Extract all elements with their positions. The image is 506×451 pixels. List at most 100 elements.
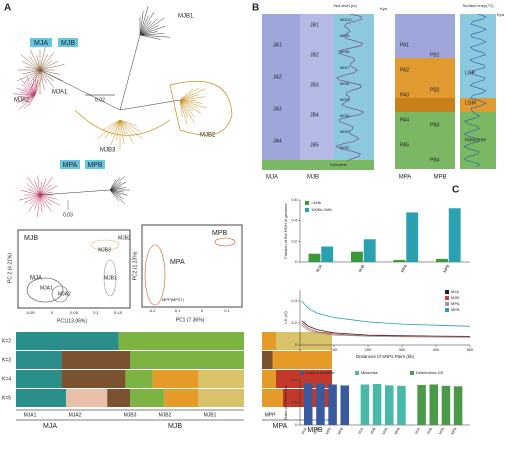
label: PC1 (7.36%) xyxy=(176,317,205,323)
stroke xyxy=(34,79,39,96)
block xyxy=(460,112,496,169)
label: Kya xyxy=(380,6,388,11)
x-tick-label: MJB xyxy=(370,426,377,435)
admixture xyxy=(125,370,153,388)
admixture xyxy=(61,370,126,388)
stroke xyxy=(34,194,41,210)
y-tick-label: 0 xyxy=(295,342,298,347)
label: PC1(13.06%) xyxy=(57,318,87,324)
stroke xyxy=(119,119,125,144)
x-tick-label: MPA xyxy=(382,426,389,435)
block xyxy=(395,112,455,169)
x-tick-label: MPB xyxy=(442,263,451,273)
stroke xyxy=(29,194,41,204)
stroke xyxy=(37,194,41,217)
stroke xyxy=(119,119,137,127)
stroke xyxy=(16,94,36,104)
label: PA3 xyxy=(400,92,409,98)
stroke xyxy=(39,184,52,196)
label: MJB3 xyxy=(124,412,137,418)
label: MJA xyxy=(266,175,278,181)
stroke xyxy=(30,69,41,82)
label: MIS8 xyxy=(340,49,350,54)
stroke xyxy=(34,76,43,96)
label: MJA1 xyxy=(52,90,68,96)
x-tick-label: 0 xyxy=(299,347,302,352)
stroke xyxy=(116,119,121,141)
x-tick-label: MJA xyxy=(315,263,323,273)
tick-label: 0.1 xyxy=(224,308,230,313)
y-tick-label: 0 xyxy=(295,259,298,264)
stroke xyxy=(39,54,48,71)
bar xyxy=(448,208,461,262)
stroke xyxy=(39,191,53,196)
label: PC2 (1.23%) xyxy=(132,251,138,280)
stroke xyxy=(96,119,121,140)
stroke xyxy=(179,99,193,112)
legend-label: Loss of function xyxy=(306,370,334,375)
label: K=4 xyxy=(2,376,11,382)
line xyxy=(301,320,471,337)
bar xyxy=(441,385,451,425)
label: Surface temp(°C) xyxy=(463,3,495,8)
stroke xyxy=(39,194,60,206)
stroke xyxy=(139,31,158,36)
cluster xyxy=(103,259,117,297)
stroke xyxy=(109,189,124,193)
label: JB5 xyxy=(310,142,319,148)
stroke xyxy=(39,178,47,196)
admixture xyxy=(16,389,67,407)
stroke xyxy=(28,194,41,212)
y-tick-label: 0 xyxy=(295,422,298,427)
block xyxy=(334,14,374,170)
label: MJA xyxy=(43,423,57,430)
label: MPA xyxy=(170,259,185,266)
bar xyxy=(372,384,382,425)
stroke xyxy=(179,99,203,104)
admixture xyxy=(164,389,199,407)
x-tick-label: MPB xyxy=(337,426,345,435)
legend-swatch xyxy=(445,308,449,312)
stroke xyxy=(139,33,164,36)
bar xyxy=(429,384,439,425)
stroke xyxy=(109,181,122,191)
stroke xyxy=(179,89,194,101)
label: Holocene xyxy=(465,137,486,143)
legend-label: MPB xyxy=(451,307,460,312)
label: MJA2 xyxy=(69,412,82,418)
stroke xyxy=(28,56,41,71)
bar xyxy=(316,383,325,425)
label: LD (r2) xyxy=(283,311,288,324)
clade-outline xyxy=(74,109,171,136)
stroke xyxy=(179,94,199,101)
x-tick-label: MJB xyxy=(426,426,433,435)
label: LGP xyxy=(465,70,476,76)
tick-label: 0 xyxy=(51,310,54,315)
sea-level-curve xyxy=(335,13,365,162)
admixture xyxy=(276,332,332,350)
cluster xyxy=(214,237,236,247)
label: JB1 xyxy=(310,22,319,28)
panel-label: A xyxy=(4,3,11,14)
label: MJB3 xyxy=(98,247,111,253)
label: LGM xyxy=(465,100,476,106)
legend-swatch xyxy=(305,201,309,205)
legend-label: Deleterious-GS xyxy=(416,370,444,375)
stroke xyxy=(119,119,141,133)
stroke xyxy=(109,181,127,191)
stroke xyxy=(39,194,52,212)
stroke xyxy=(20,78,36,96)
bar xyxy=(417,384,426,425)
bar xyxy=(304,383,313,425)
stroke xyxy=(20,54,41,71)
x-tick-label: MJB xyxy=(357,263,365,273)
label: MPP(MP07) xyxy=(162,297,184,302)
bar xyxy=(321,246,334,262)
stroke xyxy=(139,34,161,40)
label: MPA xyxy=(273,423,288,430)
stroke xyxy=(17,69,41,82)
label: K=3 xyxy=(2,357,11,363)
stroke xyxy=(139,11,144,36)
label: 0.03 xyxy=(63,212,73,218)
stroke xyxy=(109,189,128,196)
